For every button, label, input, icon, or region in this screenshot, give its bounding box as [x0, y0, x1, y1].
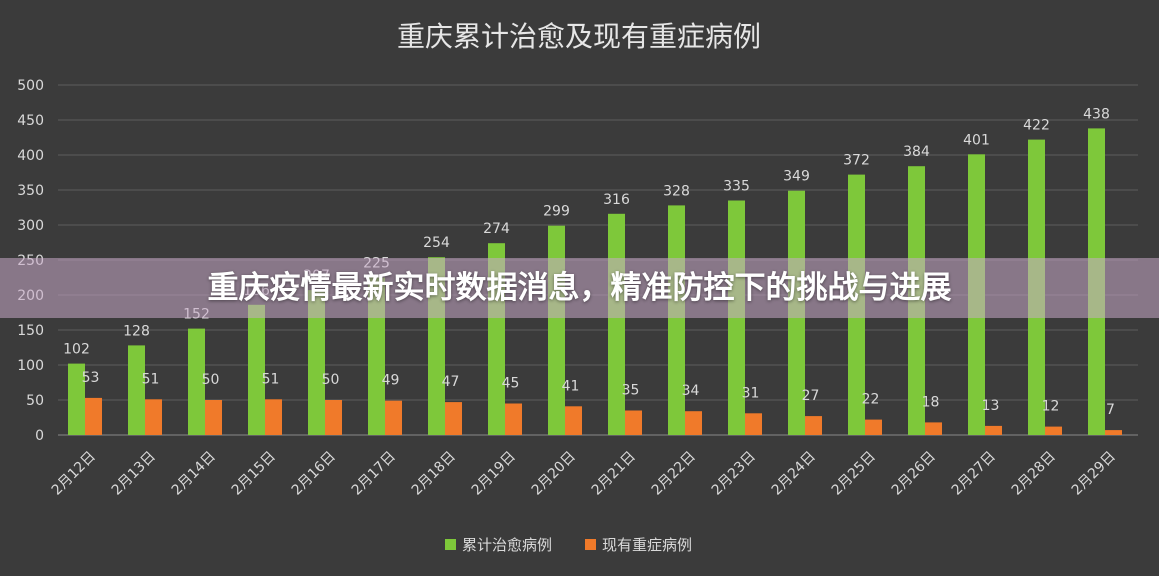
- data-label-cured: 328: [663, 183, 690, 199]
- bar-现有重症病例-2月17日: [385, 400, 402, 435]
- y-tick-label: 450: [17, 113, 44, 129]
- data-label-severe: 13: [982, 398, 1000, 414]
- x-tick-label: 2月28日: [1009, 449, 1059, 499]
- x-tick-label: 2月14日: [169, 449, 219, 499]
- y-tick-label: 500: [17, 78, 44, 94]
- headline-text: 重庆疫情最新实时数据消息，精准防控下的挑战与进展: [207, 270, 952, 306]
- bar-现有重症病例-2月25日: [865, 419, 882, 435]
- bar-现有重症病例-2月24日: [805, 416, 822, 435]
- legend-label-severe: 现有重症病例: [602, 536, 692, 554]
- x-tick-label: 2月15日: [229, 449, 279, 499]
- x-tick-label: 2月29日: [1069, 449, 1119, 499]
- y-tick-label: 350: [17, 183, 44, 199]
- x-tick-label: 2月24日: [769, 449, 819, 499]
- data-label-cured: 335: [723, 179, 750, 195]
- data-label-cured: 274: [483, 221, 510, 237]
- legend-label-cured: 累计治愈病例: [462, 536, 552, 554]
- data-label-severe: 51: [142, 371, 160, 387]
- bar-现有重症病例-2月16日: [325, 400, 342, 435]
- data-label-severe: 45: [502, 376, 520, 392]
- bar-现有重症病例-2月13日: [145, 399, 162, 435]
- y-tick-label: 0: [35, 428, 44, 444]
- y-tick-label: 50: [26, 393, 44, 409]
- bar-现有重症病例-2月26日: [925, 422, 942, 435]
- x-tick-label: 2月20日: [529, 449, 579, 499]
- data-label-cured: 384: [903, 144, 930, 160]
- data-label-cured: 422: [1023, 118, 1050, 134]
- legend-swatch-cured: [445, 539, 456, 550]
- y-tick-label: 100: [17, 358, 44, 374]
- bar-累计治愈病例-2月13日: [128, 345, 145, 435]
- x-tick-label: 2月22日: [649, 449, 699, 499]
- data-label-severe: 50: [322, 372, 340, 388]
- data-label-severe: 53: [82, 370, 100, 386]
- data-label-severe: 47: [442, 374, 460, 390]
- data-label-severe: 27: [802, 388, 820, 404]
- chart-title: 重庆累计治愈及现有重症病例: [397, 20, 761, 53]
- bar-现有重症病例-2月14日: [205, 400, 222, 435]
- bar-累计治愈病例-2月22日: [668, 205, 685, 435]
- x-tick-label: 2月19日: [469, 449, 519, 499]
- data-label-severe: 22: [862, 392, 880, 408]
- x-tick-label: 2月23日: [709, 449, 759, 499]
- x-tick-label: 2月17日: [349, 449, 399, 499]
- legend-swatch-severe: [585, 539, 596, 550]
- x-tick-label: 2月18日: [409, 449, 459, 499]
- bar-现有重症病例-2月29日: [1105, 430, 1122, 435]
- y-tick-label: 150: [17, 323, 44, 339]
- bar-现有重症病例-2月21日: [625, 410, 642, 435]
- x-tick-label: 2月12日: [49, 449, 99, 499]
- data-label-cured: 128: [123, 323, 150, 339]
- bar-现有重症病例-2月20日: [565, 406, 582, 435]
- data-label-cured: 349: [783, 169, 810, 185]
- data-label-severe: 7: [1106, 402, 1115, 418]
- data-label-severe: 51: [262, 371, 280, 387]
- bar-现有重症病例-2月15日: [265, 399, 282, 435]
- data-label-cured: 401: [963, 132, 990, 148]
- y-tick-label: 400: [17, 148, 44, 164]
- data-label-severe: 35: [622, 383, 640, 399]
- bar-现有重症病例-2月12日: [85, 397, 102, 435]
- bar-累计治愈病例-2月15日: [248, 304, 265, 435]
- x-tick-label: 2月27日: [949, 449, 999, 499]
- data-label-cured: 372: [843, 153, 870, 169]
- data-label-cured: 102: [63, 342, 90, 358]
- data-label-severe: 41: [562, 378, 580, 394]
- x-tick-label: 2月26日: [889, 449, 939, 499]
- bar-累计治愈病例-2月14日: [188, 328, 205, 435]
- bar-累计治愈病例-2月16日: [308, 290, 325, 435]
- bar-累计治愈病例-2月21日: [608, 213, 625, 435]
- data-label-severe: 18: [922, 394, 940, 410]
- data-label-cured: 316: [603, 192, 630, 208]
- x-tick-label: 2月21日: [589, 449, 639, 499]
- bar-现有重症病例-2月27日: [985, 425, 1002, 435]
- data-label-cured: 438: [1083, 106, 1110, 122]
- x-tick-label: 2月16日: [289, 449, 339, 499]
- bar-现有重症病例-2月22日: [685, 411, 702, 435]
- bar-现有重症病例-2月28日: [1045, 426, 1062, 435]
- bar-现有重症病例-2月23日: [745, 413, 762, 435]
- x-tick-label: 2月13日: [109, 449, 159, 499]
- data-label-cured: 299: [543, 204, 570, 220]
- y-tick-label: 300: [17, 218, 44, 234]
- bar-累计治愈病例-2月12日: [68, 363, 85, 435]
- data-label-severe: 50: [202, 372, 220, 388]
- data-label-cured: 254: [423, 235, 450, 251]
- headline-banner: [0, 258, 1159, 318]
- data-label-severe: 12: [1042, 399, 1060, 415]
- data-label-severe: 34: [682, 383, 700, 399]
- data-label-severe: 31: [742, 385, 760, 401]
- x-tick-label: 2月25日: [829, 449, 879, 499]
- bar-现有重症病例-2月19日: [505, 403, 522, 435]
- data-label-severe: 49: [382, 373, 400, 389]
- bar-现有重症病例-2月18日: [445, 402, 462, 435]
